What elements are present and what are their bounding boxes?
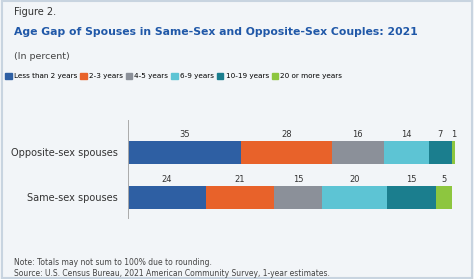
Text: 15: 15 bbox=[293, 175, 303, 184]
Text: 7: 7 bbox=[438, 130, 443, 139]
Bar bbox=[206, 186, 273, 209]
Text: 5: 5 bbox=[441, 175, 447, 184]
Text: 15: 15 bbox=[406, 175, 417, 184]
Text: 1: 1 bbox=[451, 130, 456, 139]
Bar bbox=[384, 141, 429, 164]
Bar bbox=[332, 141, 384, 164]
Bar bbox=[452, 141, 455, 164]
Bar bbox=[436, 186, 452, 209]
Text: 21: 21 bbox=[235, 175, 245, 184]
Bar bbox=[128, 186, 206, 209]
Text: 28: 28 bbox=[282, 130, 292, 139]
Text: (In percent): (In percent) bbox=[14, 52, 70, 61]
Text: Figure 2.: Figure 2. bbox=[14, 7, 56, 17]
Legend: Less than 2 years, 2-3 years, 4-5 years, 6-9 years, 10-19 years, 20 or more year: Less than 2 years, 2-3 years, 4-5 years,… bbox=[2, 70, 345, 82]
Bar bbox=[429, 141, 452, 164]
Bar bbox=[387, 186, 436, 209]
Text: Note: Totals may not sum to 100% due to rounding.
Source: U.S. Census Bureau, 20: Note: Totals may not sum to 100% due to … bbox=[14, 258, 330, 278]
Bar bbox=[128, 141, 241, 164]
Text: Age Gap of Spouses in Same-Sex and Opposite-Sex Couples: 2021: Age Gap of Spouses in Same-Sex and Oppos… bbox=[14, 27, 418, 37]
Text: 14: 14 bbox=[401, 130, 412, 139]
Bar bbox=[241, 141, 332, 164]
Bar bbox=[322, 186, 387, 209]
Bar bbox=[273, 186, 322, 209]
Text: 16: 16 bbox=[353, 130, 363, 139]
Text: 24: 24 bbox=[162, 175, 172, 184]
Text: 35: 35 bbox=[179, 130, 190, 139]
Text: 20: 20 bbox=[349, 175, 360, 184]
